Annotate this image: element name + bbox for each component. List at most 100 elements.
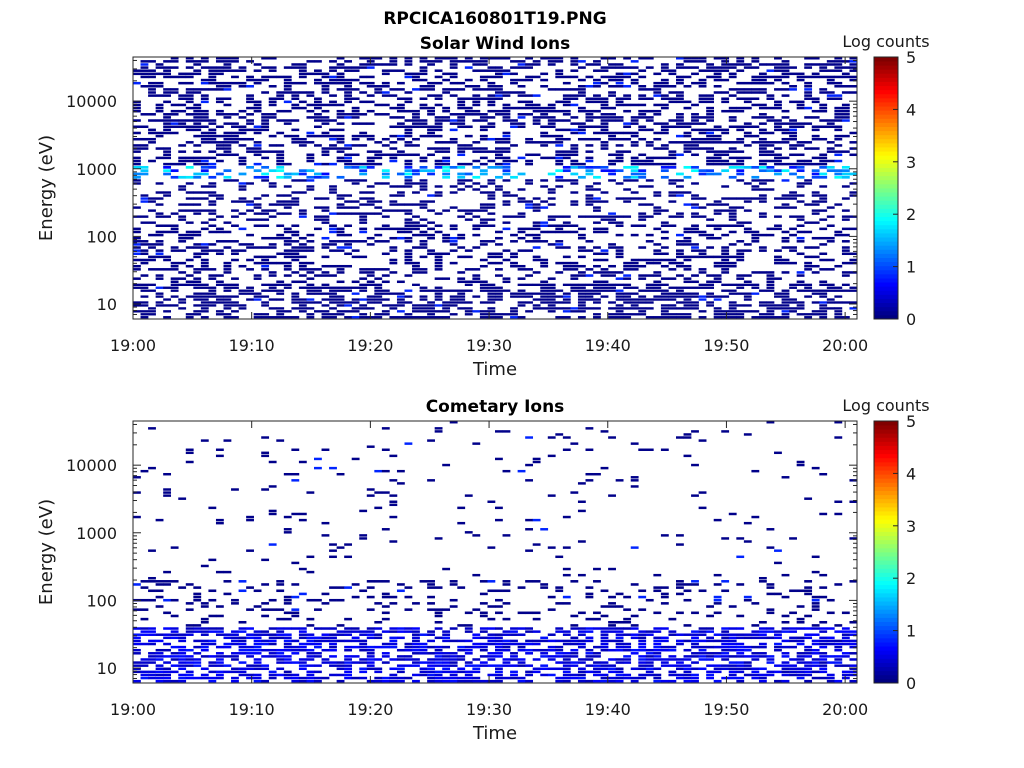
heatmap-cell xyxy=(276,658,285,661)
heatmap-cell xyxy=(585,85,594,88)
heatmap-cell xyxy=(713,274,722,277)
heatmap-cell xyxy=(841,639,850,643)
heatmap-cell xyxy=(593,645,601,649)
heatmap-cell xyxy=(404,655,413,658)
heatmap-cell xyxy=(600,268,609,271)
heatmap-cell xyxy=(804,670,813,674)
heatmap-cell xyxy=(721,258,730,262)
heatmap-cell xyxy=(412,283,420,286)
heatmap-cell xyxy=(133,283,141,286)
heatmap-cell xyxy=(246,147,254,150)
heatmap-cell xyxy=(562,153,571,157)
heatmap-cell xyxy=(555,88,564,91)
heatmap-cell xyxy=(502,169,511,173)
heatmap-cell xyxy=(495,255,503,259)
heatmap-cell xyxy=(577,274,586,277)
heatmap-cell xyxy=(585,159,594,163)
heatmap-cell xyxy=(728,673,737,677)
heatmap-cell xyxy=(781,655,790,658)
heatmap-cell xyxy=(193,252,202,256)
heatmap-cell xyxy=(585,97,594,100)
heatmap-cell xyxy=(268,243,277,246)
heatmap-cell xyxy=(577,264,586,268)
heatmap-cell xyxy=(404,119,413,122)
heatmap-cell xyxy=(811,116,820,119)
heatmap-cell xyxy=(721,664,730,667)
heatmap-cell xyxy=(841,116,850,119)
heatmap-cell xyxy=(721,313,730,316)
heatmap-cell xyxy=(155,277,164,280)
heatmap-cell xyxy=(193,122,202,125)
heatmap-cell xyxy=(291,258,300,262)
heatmap-cell xyxy=(261,583,270,586)
heatmap-cell xyxy=(577,301,586,304)
heatmap-cell xyxy=(163,88,172,91)
heatmap-cell xyxy=(351,298,360,301)
heatmap-cell xyxy=(562,94,571,97)
heatmap-cell xyxy=(743,131,752,135)
heatmap-cell xyxy=(261,179,270,182)
heatmap-cell xyxy=(464,106,473,110)
heatmap-cell xyxy=(276,165,285,169)
heatmap-cell xyxy=(298,645,307,649)
heatmap-cell xyxy=(819,289,828,292)
heatmap-cell xyxy=(344,645,353,649)
heatmap-cell xyxy=(660,252,669,256)
heatmap-cell xyxy=(789,66,797,69)
heatmap-cell xyxy=(479,125,488,129)
heatmap-cell xyxy=(736,224,745,227)
heatmap-cell xyxy=(215,125,224,129)
heatmap-cell xyxy=(660,97,669,100)
heatmap-cell xyxy=(623,57,632,60)
heatmap-cell xyxy=(638,608,647,611)
heatmap-cell xyxy=(246,85,254,88)
heatmap-cell xyxy=(698,633,707,636)
heatmap-cell xyxy=(630,652,639,655)
heatmap-cell xyxy=(208,72,217,76)
heatmap-cell xyxy=(525,57,534,60)
heatmap-cell xyxy=(163,131,172,135)
heatmap-cell xyxy=(834,119,843,122)
heatmap-cell xyxy=(351,109,360,113)
heatmap-cell xyxy=(193,88,202,91)
heatmap-cell xyxy=(585,109,594,113)
heatmap-cell xyxy=(562,664,571,667)
heatmap-cell xyxy=(419,243,428,246)
heatmap-cell xyxy=(781,128,790,132)
heatmap-cell xyxy=(532,630,541,633)
heatmap-cell xyxy=(381,298,390,301)
heatmap-cell xyxy=(276,608,285,611)
heatmap-cell xyxy=(668,292,677,295)
heatmap-cell xyxy=(841,175,850,179)
solar-wind-x-axis: 19:00 19:10 19:20 19:30 19:40 19:50 20:00 xyxy=(110,57,868,355)
heatmap-cell xyxy=(713,75,722,79)
heatmap-cell xyxy=(615,169,624,173)
heatmap-cell xyxy=(261,172,270,176)
heatmap-cell xyxy=(472,109,481,113)
heatmap-cell xyxy=(479,240,488,243)
heatmap-cell xyxy=(698,230,707,234)
heatmap-cell xyxy=(351,310,360,313)
heatmap-cell xyxy=(464,162,473,166)
heatmap-cell xyxy=(774,169,782,173)
heatmap-cell xyxy=(577,645,586,649)
heatmap-cell xyxy=(570,627,579,630)
heatmap-cell xyxy=(314,113,322,116)
heatmap-cell xyxy=(811,310,820,313)
heatmap-cell xyxy=(344,113,353,116)
heatmap-cell xyxy=(713,128,722,132)
heatmap-cell xyxy=(223,307,232,310)
heatmap-cell xyxy=(223,301,232,304)
heatmap-cell xyxy=(676,274,684,277)
heatmap-cell xyxy=(306,188,315,191)
heatmap-cell xyxy=(826,268,835,271)
heatmap-cell xyxy=(389,667,398,671)
heatmap-cell xyxy=(298,274,307,277)
heatmap-cell xyxy=(457,639,466,643)
heatmap-cell xyxy=(472,150,481,153)
heatmap-cell xyxy=(781,620,790,624)
heatmap-cell xyxy=(525,295,534,298)
heatmap-cell xyxy=(442,316,451,319)
heatmap-cell xyxy=(155,255,164,259)
